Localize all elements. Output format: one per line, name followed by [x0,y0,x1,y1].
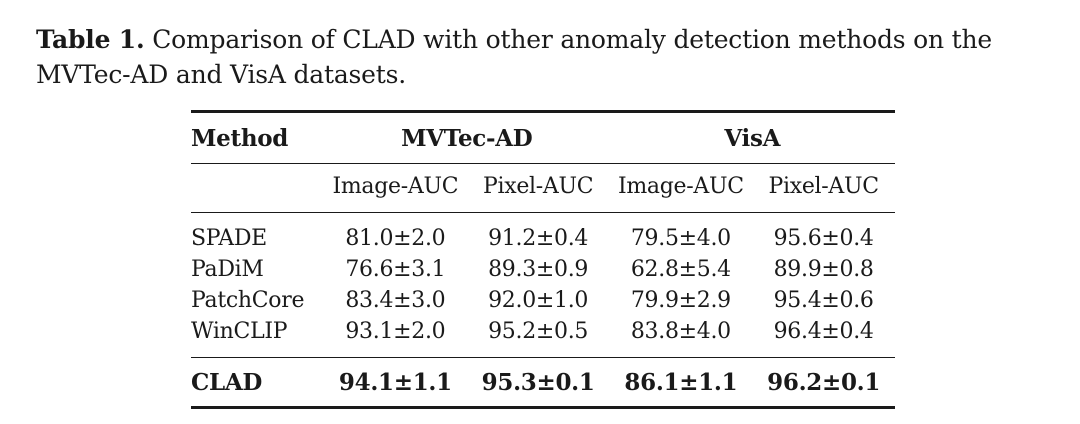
method-cell: CLAD [191,357,324,409]
value-cell: 92.0±1.0 [488,288,589,313]
value-cell: 89.3±0.9 [488,257,589,282]
value-cell: 95.4±0.6 [773,288,874,313]
method-cell: SPADE [191,212,324,254]
results-table: Method MVTec-AD VisA Image-AUC Pixel-AUC… [191,110,895,409]
best-result-row: CLAD 94.1±1.1 95.3±0.1 86.1±1.1 96.2±0.1 [191,357,895,409]
method-cell: PatchCore [191,288,305,313]
subheader-cell: Pixel-AUC [466,163,610,213]
value-cell: 96.2±0.1 [752,357,895,409]
caption-text: Comparison of CLAD with other anomaly de… [36,25,992,89]
subheader-cell: Pixel-AUC [752,163,895,213]
value-cell: 91.2±0.4 [466,212,610,254]
group-header-mvtec: MVTec-AD [324,110,610,164]
subheader-cell: Image-AUC [324,163,467,213]
caption-label: Table 1. [36,25,145,54]
table-row: WinCLIP 93.1±2.0 95.2±0.5 83.8±4.0 96.4±… [191,316,895,358]
table-row: PaDiM 76.6±3.1 89.3±0.9 62.8±5.4 89.9±0.… [191,254,895,285]
value-cell: 95.2±0.5 [488,319,589,344]
value-cell: 79.9±2.9 [630,288,731,313]
group-header-row: Method MVTec-AD VisA [191,110,895,164]
value-cell: 83.8±4.0 [630,319,731,344]
value-cell: 81.0±2.0 [324,212,467,254]
value-cell: 95.6±0.4 [752,212,895,254]
value-cell: 94.1±1.1 [324,357,467,409]
method-header: Method [191,110,324,164]
value-cell: 79.5±4.0 [609,212,753,254]
value-cell: 76.6±3.1 [345,257,446,282]
value-cell: 62.8±5.4 [630,257,731,282]
value-cell: 83.4±3.0 [345,288,446,313]
value-cell: 89.9±0.8 [773,257,874,282]
method-cell: WinCLIP [191,319,288,344]
subheader-row: Image-AUC Pixel-AUC Image-AUC Pixel-AUC [191,163,895,213]
value-cell: 93.1±2.0 [345,319,446,344]
method-cell: PaDiM [191,257,264,282]
table-caption: Table 1. Comparison of CLAD with other a… [36,22,1056,92]
table-row: SPADE 81.0±2.0 91.2±0.4 79.5±4.0 95.6±0.… [191,212,895,254]
table-row: PatchCore 83.4±3.0 92.0±1.0 79.9±2.9 95.… [191,285,895,316]
subheader-cell: Image-AUC [609,163,753,213]
subheader-empty [191,163,324,213]
value-cell: 96.4±0.4 [773,319,874,344]
value-cell: 95.3±0.1 [466,357,610,409]
group-header-visa: VisA [609,110,895,164]
value-cell: 86.1±1.1 [609,357,753,409]
